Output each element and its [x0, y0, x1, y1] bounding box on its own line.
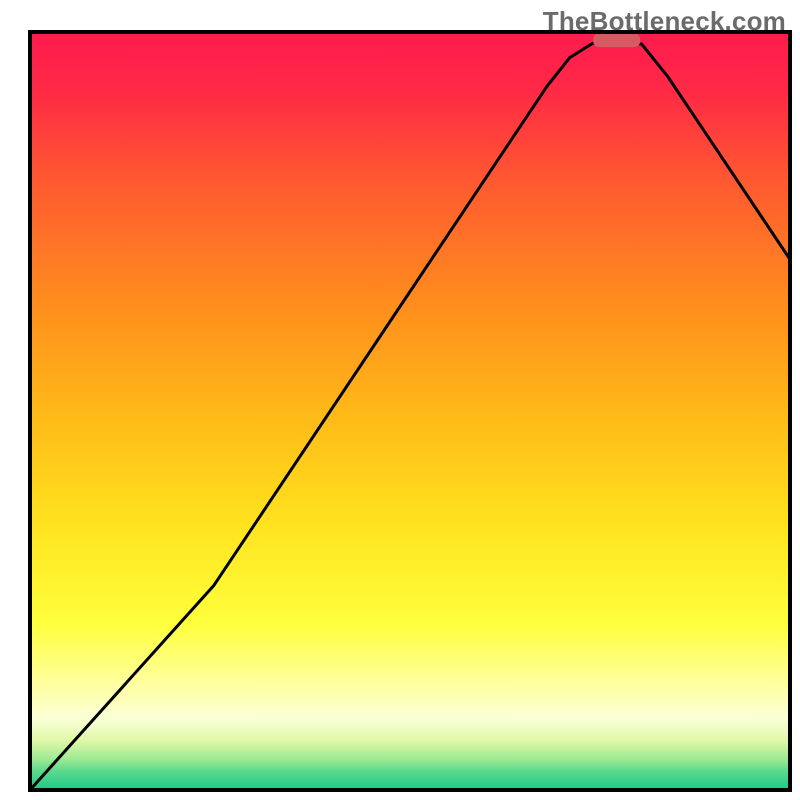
optimum-marker: [593, 34, 640, 48]
bottleneck-chart: [0, 0, 800, 800]
plot-background: [30, 32, 790, 790]
chart-container: TheBottleneck.com: [0, 0, 800, 800]
